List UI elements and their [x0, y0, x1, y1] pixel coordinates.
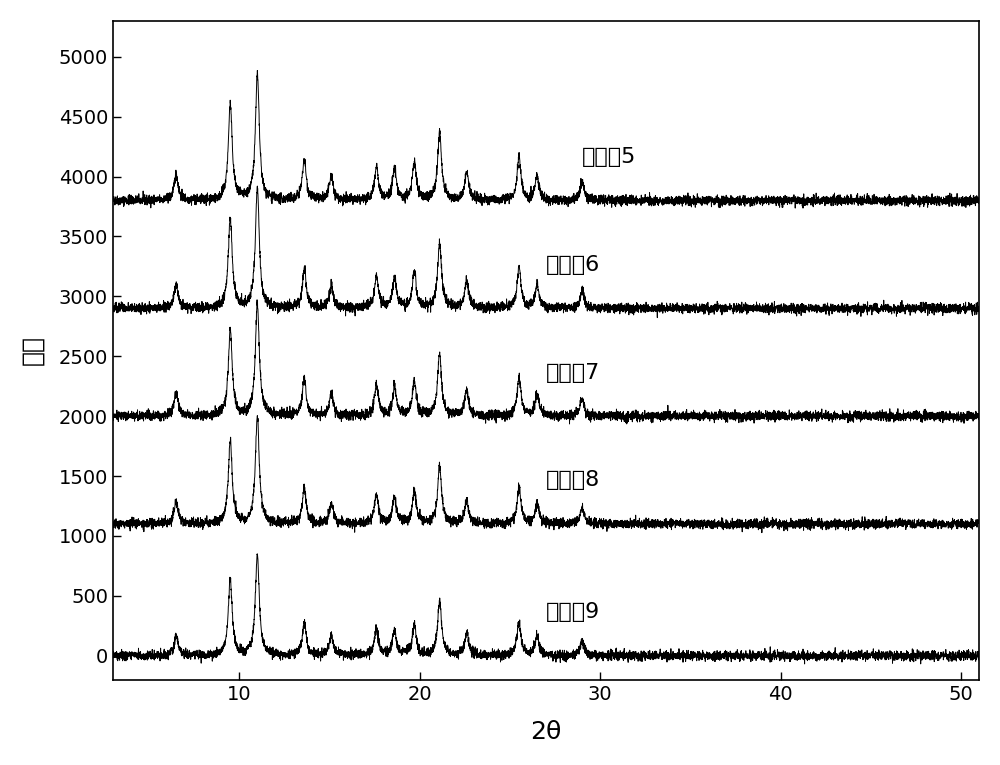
Text: 实施例5: 实施例5	[582, 147, 637, 167]
Text: 实施例9: 实施例9	[546, 602, 600, 622]
Y-axis label: 强度: 强度	[21, 335, 45, 365]
X-axis label: 2θ: 2θ	[530, 720, 562, 744]
Text: 实施例8: 实施例8	[546, 470, 600, 490]
Text: 实施例6: 实施例6	[546, 255, 600, 275]
Text: 实施例7: 实施例7	[546, 363, 600, 382]
